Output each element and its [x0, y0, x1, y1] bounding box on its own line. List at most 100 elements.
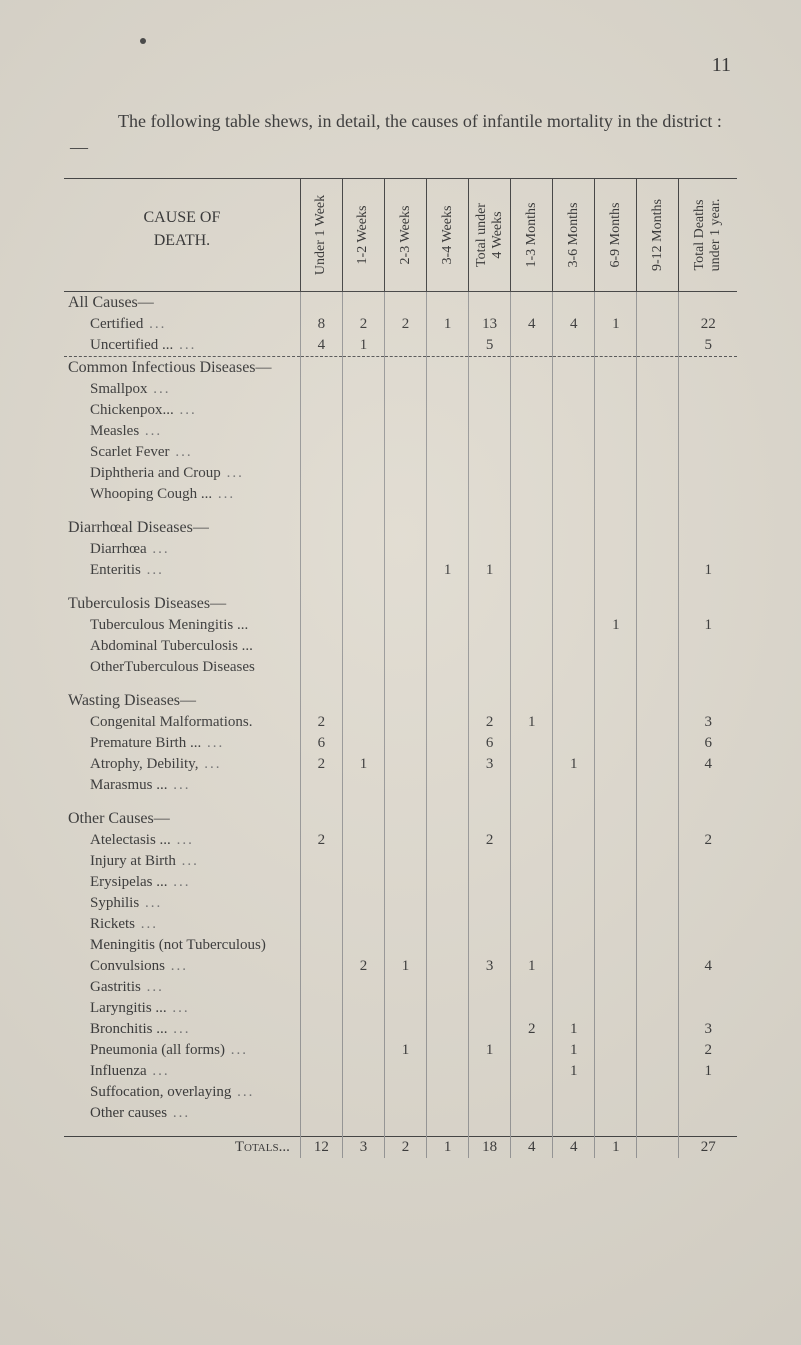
page-number: 11	[712, 54, 731, 77]
cell	[595, 830, 637, 851]
cell	[553, 517, 595, 539]
cell	[679, 998, 737, 1019]
row-label: Certified	[64, 314, 300, 335]
cell: 3	[679, 1019, 737, 1040]
intro-text: The following table shews, in detail, th…	[70, 111, 722, 157]
cell	[342, 379, 384, 400]
cell: 22	[679, 314, 737, 335]
cell	[427, 935, 469, 956]
totals-c0: 12	[300, 1137, 342, 1159]
cell	[595, 893, 637, 914]
row-label: Diarrhœa	[64, 539, 300, 560]
cell: 6	[469, 733, 511, 754]
cell	[511, 977, 553, 998]
cell	[469, 539, 511, 560]
cell: 1	[342, 754, 384, 775]
cell: 1	[553, 1019, 595, 1040]
cell	[384, 733, 426, 754]
cell	[553, 421, 595, 442]
cell	[595, 956, 637, 977]
group-title-row: Other Causes—	[64, 808, 737, 830]
cell	[469, 808, 511, 830]
cell	[427, 893, 469, 914]
cell	[469, 914, 511, 935]
cell: 13	[469, 314, 511, 335]
header-col-5: 1-3 Months	[511, 179, 553, 292]
cell	[637, 977, 679, 998]
cell	[511, 400, 553, 421]
cell	[637, 517, 679, 539]
cell	[300, 379, 342, 400]
table-row: Meningitis (not Tuberculous)	[64, 935, 737, 956]
cell	[384, 712, 426, 733]
cell	[469, 615, 511, 636]
cell	[469, 657, 511, 678]
group-title: Wasting Diseases—	[64, 690, 300, 712]
cell	[511, 517, 553, 539]
cell	[511, 998, 553, 1019]
cell	[300, 463, 342, 484]
cell	[342, 560, 384, 581]
cell	[384, 484, 426, 505]
cell	[595, 379, 637, 400]
cell	[427, 335, 469, 357]
cell	[300, 657, 342, 678]
cell: 4	[679, 956, 737, 977]
header-col-6: 3-6 Months	[553, 179, 595, 292]
table-row: Premature Birth ...666	[64, 733, 737, 754]
cell	[427, 1103, 469, 1124]
cell	[342, 690, 384, 712]
cell	[637, 712, 679, 733]
cell	[511, 292, 553, 315]
table-row: Congenital Malformations.2213	[64, 712, 737, 733]
row-label: Atelectasis ...	[64, 830, 300, 851]
cell	[511, 539, 553, 560]
cell	[679, 657, 737, 678]
cell	[427, 657, 469, 678]
cell	[595, 517, 637, 539]
row-label: Abdominal Tuberculosis ...	[64, 636, 300, 657]
cell: 1	[553, 754, 595, 775]
cell	[300, 615, 342, 636]
header-col-1: 1-2 Weeks	[342, 179, 384, 292]
cell	[342, 1040, 384, 1061]
cell: 2	[300, 712, 342, 733]
cell	[637, 1019, 679, 1040]
cell	[384, 977, 426, 998]
cell	[384, 335, 426, 357]
cell	[679, 1082, 737, 1103]
cell	[511, 379, 553, 400]
row-label: OtherTuberculous Diseases	[64, 657, 300, 678]
cell	[637, 539, 679, 560]
row-label: Tuberculous Meningitis ...	[64, 615, 300, 636]
cell: 1	[595, 314, 637, 335]
cell: 4	[511, 314, 553, 335]
cell	[511, 421, 553, 442]
table-row: Scarlet Fever	[64, 442, 737, 463]
cell	[300, 956, 342, 977]
row-label: Measles	[64, 421, 300, 442]
cell	[553, 484, 595, 505]
cell	[637, 379, 679, 400]
cell: 2	[469, 712, 511, 733]
cell	[469, 977, 511, 998]
cell	[637, 657, 679, 678]
group-title: Common Infectious Diseases—	[64, 357, 300, 379]
cell	[553, 357, 595, 379]
cell	[553, 593, 595, 615]
header-col-4: Total under4 Weeks	[469, 179, 511, 292]
cell	[342, 1103, 384, 1124]
table-row: Other causes	[64, 1103, 737, 1124]
row-label: Chickenpox...	[64, 400, 300, 421]
cell	[427, 615, 469, 636]
group-title-row: Wasting Diseases—	[64, 690, 737, 712]
cell	[300, 1103, 342, 1124]
cell: 2	[511, 1019, 553, 1040]
totals-c7: 1	[595, 1137, 637, 1159]
row-spacer	[64, 1124, 737, 1137]
cell: 8	[300, 314, 342, 335]
row-label: Meningitis (not Tuberculous)	[64, 935, 300, 956]
cell	[679, 851, 737, 872]
cell	[384, 1082, 426, 1103]
cell	[384, 935, 426, 956]
